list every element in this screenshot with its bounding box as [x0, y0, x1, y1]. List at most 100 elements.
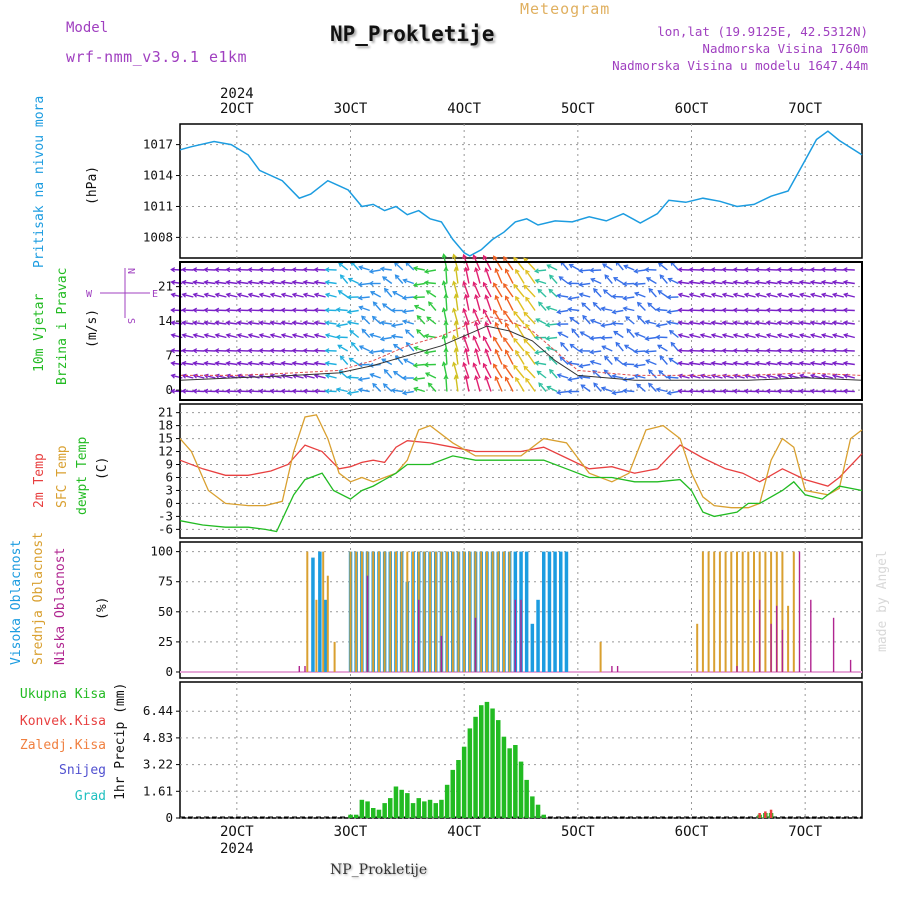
- wind-arrow: [722, 281, 734, 285]
- wind-arrow: [413, 267, 425, 271]
- wind-arrow-head: [225, 348, 231, 354]
- y-axis-unit-precip: 1hr Precip (mm): [113, 683, 128, 800]
- wind-arrow: [568, 377, 580, 381]
- wind-arrow: [844, 334, 855, 339]
- wind-arrow-head: [622, 376, 628, 382]
- wind-arrow-head: [600, 335, 606, 341]
- wind-arrow-head: [776, 388, 782, 394]
- precip-bar: [484, 701, 490, 818]
- wind-arrow: [292, 334, 304, 339]
- wind-arrow-head: [379, 320, 385, 326]
- wind-arrow-head: [699, 320, 705, 326]
- wind-arrow-head: [472, 362, 478, 368]
- wind-arrow-head: [361, 328, 367, 334]
- wind-arrow: [361, 315, 371, 325]
- wind-arrow-head: [820, 307, 826, 313]
- wind-arrow-head: [668, 357, 674, 363]
- wind-arrow-head: [843, 333, 849, 339]
- wind-arrow: [495, 349, 503, 365]
- wind-arrow-head: [699, 292, 705, 298]
- cloud-bar: [770, 551, 773, 672]
- wind-arrow-head: [644, 267, 650, 273]
- wind-arrow-head: [324, 388, 330, 394]
- wind-arrow-head: [556, 293, 562, 299]
- cloud-bar: [349, 551, 352, 672]
- y-axis-label-low-cloud: Niska Oblacnost: [53, 548, 68, 665]
- wind-arrow-head: [578, 268, 584, 274]
- wind-arrow-head: [776, 307, 782, 313]
- cloud-bar: [377, 551, 380, 672]
- wind-arrow-head: [357, 387, 363, 393]
- wind-arrow-head: [765, 348, 771, 354]
- wind-arrow: [678, 281, 690, 285]
- wind-arrow-head: [578, 363, 584, 369]
- wind-arrow-head: [688, 348, 694, 354]
- cloud-bar: [730, 551, 733, 672]
- cloud-bar: [463, 551, 466, 672]
- cloud-bar: [326, 575, 329, 672]
- precip-bar: [416, 798, 421, 818]
- wind-arrow: [339, 355, 349, 365]
- wind-arrow: [558, 276, 569, 285]
- wind-arrow-head: [181, 360, 187, 366]
- wind-arrow-head: [313, 320, 319, 326]
- wind-arrow: [788, 362, 800, 366]
- wind-arrow-head: [743, 267, 749, 273]
- wind-arrow-head: [463, 347, 469, 353]
- wind-arrow-head: [269, 279, 275, 285]
- wind-arrow: [465, 375, 470, 392]
- wind-arrow-head: [493, 282, 498, 288]
- wind-arrow-head: [494, 348, 500, 354]
- wind-arrow-head: [474, 347, 480, 354]
- wind-arrow: [689, 293, 701, 298]
- wind-arrow: [405, 329, 415, 339]
- wind-arrow-head: [622, 306, 628, 312]
- wind-arrow: [383, 383, 393, 393]
- wind-arrow-head: [787, 348, 793, 354]
- wind-arrow: [325, 334, 337, 339]
- wind-arrow-head: [170, 348, 176, 354]
- wind-arrow-head: [453, 293, 459, 299]
- wind-arrow: [634, 282, 646, 285]
- y-tick-label: 21: [158, 279, 173, 294]
- wind-arrow-head: [192, 388, 198, 394]
- wind-arrow-head: [732, 320, 738, 326]
- wind-arrow-head: [513, 283, 518, 289]
- wind-arrow: [204, 334, 216, 339]
- wind-arrow: [455, 321, 459, 338]
- y-tick-label: 6.44: [143, 703, 173, 718]
- y-axis-label-2m-temp: 2m Temp: [32, 453, 47, 508]
- meteogram-panels: 2OCT 3OCT 4OCT 5OCT 6OCT 7OCT 2024 1008 1011 1014…: [9, 86, 890, 857]
- y-tick-label: 75: [158, 574, 173, 589]
- wind-arrow: [270, 281, 282, 285]
- wind-arrow: [493, 255, 503, 271]
- wind-arrow: [384, 288, 393, 298]
- wind-arrow-head: [413, 346, 419, 351]
- wind-arrow-head: [809, 279, 815, 285]
- wind-arrow: [777, 321, 789, 325]
- wind-arrow: [325, 281, 337, 285]
- wind-arrow-head: [515, 349, 520, 355]
- wind-arrow: [810, 362, 822, 366]
- y-tick-label: 1.61: [143, 783, 173, 798]
- precip-bar: [496, 720, 501, 818]
- wind-arrow-head: [776, 267, 782, 273]
- wind-arrow: [349, 330, 360, 339]
- wind-arrow-head: [504, 295, 510, 301]
- wind-arrow: [755, 281, 767, 285]
- wind-arrow: [513, 338, 525, 352]
- wind-arrow: [193, 334, 205, 339]
- wind-arrow-head: [390, 387, 396, 394]
- wind-arrow-head: [313, 292, 319, 298]
- wind-arrow-head: [589, 267, 595, 273]
- wind-series-line: [180, 315, 863, 376]
- wind-arrow-head: [423, 349, 429, 355]
- wind-arrow-head: [324, 360, 330, 366]
- wind-arrow: [613, 330, 624, 339]
- wind-arrow-head: [578, 292, 584, 298]
- wind-arrow: [336, 388, 348, 393]
- wind-arrow-head: [302, 307, 308, 313]
- wind-arrow: [601, 336, 613, 339]
- header-subtitle: Meteogram: [520, 0, 611, 18]
- wind-arrow: [810, 321, 822, 325]
